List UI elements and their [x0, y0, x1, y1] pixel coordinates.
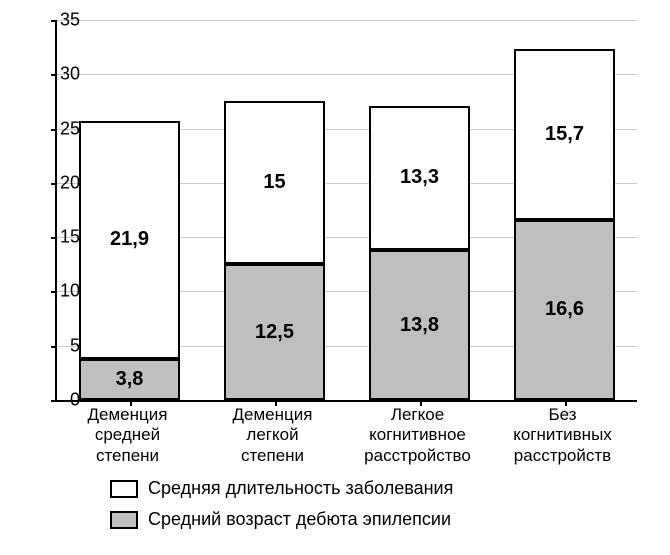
bar-value-label: 15,7: [545, 123, 584, 146]
legend-label: Средняя длительность заболевания: [148, 478, 453, 499]
legend-swatch: [110, 511, 138, 529]
legend: Средняя длительность заболевания Средний …: [110, 478, 453, 540]
legend-item-duration: Средняя длительность заболевания: [110, 478, 453, 499]
x-category-label: Легкоекогнитивноерасстройство: [345, 405, 490, 466]
bar-group: 12,5 15: [224, 20, 326, 400]
bar-segment-onset_age: 3,8: [79, 359, 181, 400]
bar-value-label: 3,8: [116, 368, 144, 391]
x-category-label: Деменциялегкойстепени: [200, 405, 345, 466]
bar-value-label: 15: [263, 171, 285, 194]
bar-segment-duration: 13,3: [369, 106, 471, 250]
bar-segment-onset_age: 12,5: [224, 264, 326, 400]
bar-value-label: 21,9: [110, 228, 149, 251]
bar-value-label: 13,8: [400, 314, 439, 337]
bar-value-label: 12,5: [255, 321, 294, 344]
bar-segment-onset_age: 13,8: [369, 250, 471, 400]
bar-group: 3,8 21,9: [79, 20, 181, 400]
legend-item-onset_age: Средний возраст дебюта эпилепсии: [110, 509, 453, 530]
stacked-bar-chart: 3,8 21,9 12,5 15 13,8 13,3 16,6 15,7 Средняя дл…: [0, 0, 670, 555]
bar-segment-duration: 15,7: [514, 49, 616, 219]
y-tick-label: 25: [40, 118, 80, 139]
legend-swatch: [110, 480, 138, 498]
bar-value-label: 16,6: [545, 298, 584, 321]
bar-segment-duration: 21,9: [79, 121, 181, 359]
y-tick-label: 35: [40, 10, 80, 31]
bar-group: 16,6 15,7: [514, 20, 616, 400]
x-category-label: Безкогнитивныхрасстройств: [490, 405, 635, 466]
bar-segment-onset_age: 16,6: [514, 220, 616, 400]
plot-area: 3,8 21,9 12,5 15 13,8 13,3 16,6 15,7: [55, 20, 637, 402]
bar-segment-duration: 15: [224, 101, 326, 264]
legend-label: Средний возраст дебюта эпилепсии: [148, 509, 451, 530]
y-tick-label: 30: [40, 64, 80, 85]
y-tick-label: 20: [40, 172, 80, 193]
y-tick-label: 5: [40, 335, 80, 356]
x-category-label: Деменциясреднейстепени: [55, 405, 200, 466]
y-tick-label: 15: [40, 227, 80, 248]
y-tick-label: 10: [40, 281, 80, 302]
bar-value-label: 13,3: [400, 166, 439, 189]
bar-group: 13,8 13,3: [369, 20, 471, 400]
